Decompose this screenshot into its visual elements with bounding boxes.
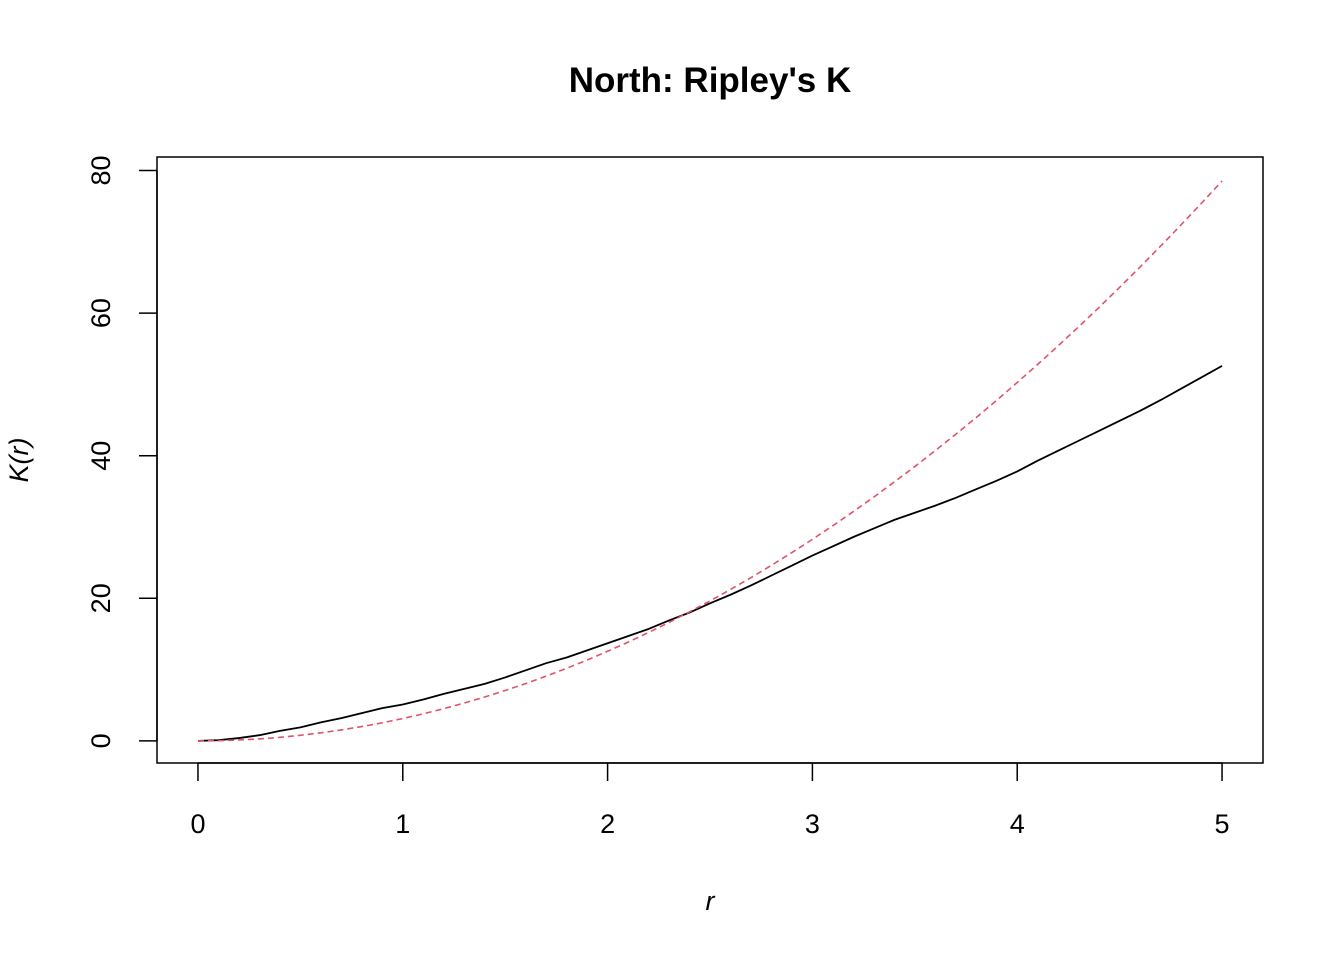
x-tick-label: 5 bbox=[1215, 809, 1230, 839]
x-tick-label: 4 bbox=[1010, 809, 1025, 839]
y-tick-label: 80 bbox=[86, 156, 116, 186]
x-tick-label: 3 bbox=[805, 809, 820, 839]
y-axis-label: K(r) bbox=[4, 438, 34, 483]
series-line-1 bbox=[197, 365, 1223, 742]
chart-title: North: Ripley's K bbox=[569, 61, 852, 100]
y-tick-label: 40 bbox=[86, 441, 116, 471]
x-tick-label: 1 bbox=[395, 809, 410, 839]
y-axis: 0 20 40 60 80 bbox=[86, 156, 158, 748]
y-tick-label: 60 bbox=[86, 298, 116, 328]
y-tick-label: 0 bbox=[86, 733, 116, 748]
plot-frame bbox=[156, 156, 1264, 764]
series-layer bbox=[197, 180, 1223, 742]
x-tick-label: 0 bbox=[190, 809, 205, 839]
y-tick-label: 20 bbox=[86, 583, 116, 613]
series-line-2 bbox=[197, 180, 1223, 742]
x-axis-label: r bbox=[706, 886, 716, 916]
x-tick-label: 2 bbox=[600, 809, 615, 839]
x-axis: 0 1 2 3 4 5 bbox=[190, 762, 1230, 839]
